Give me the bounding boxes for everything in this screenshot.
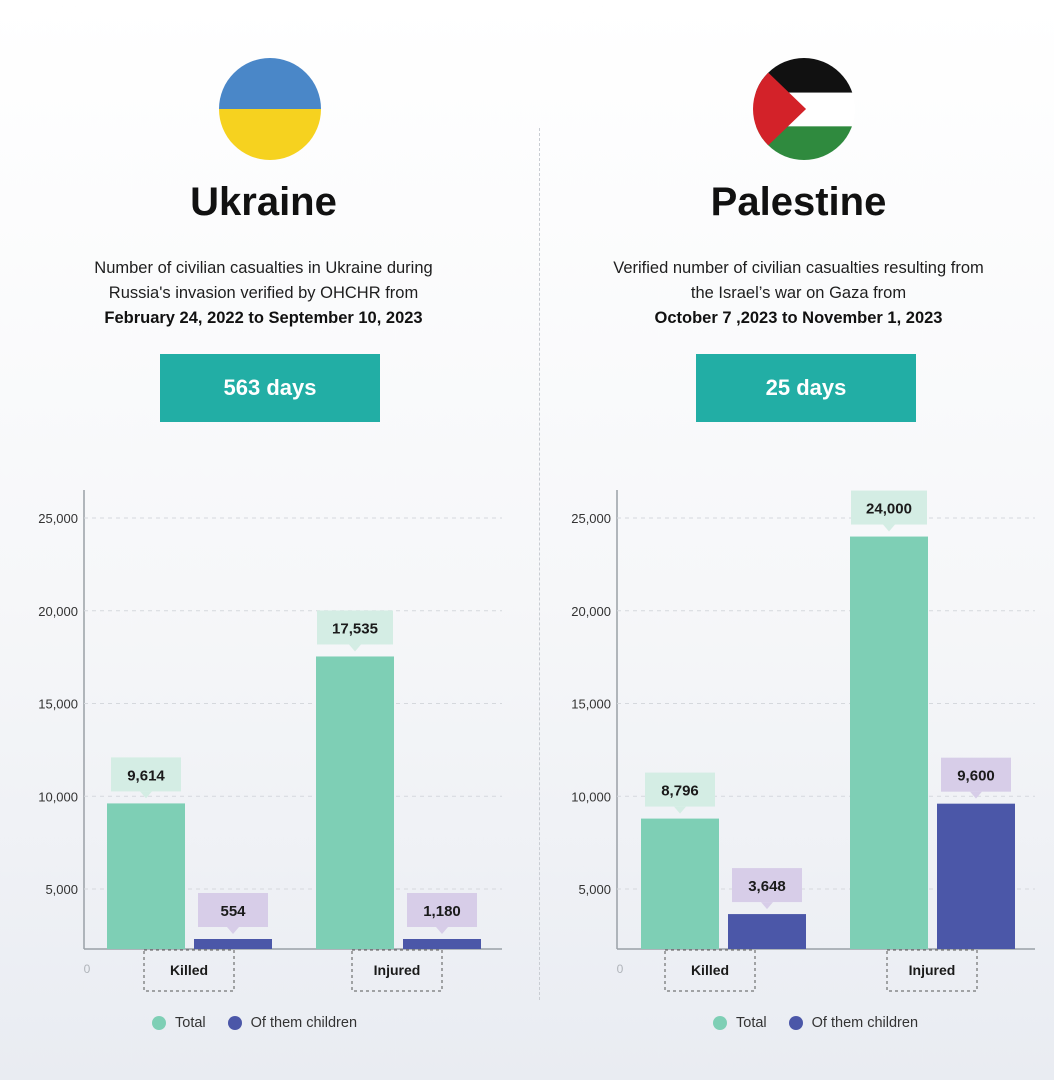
data-label: 17,535	[332, 620, 378, 637]
palestine-flag-icon	[753, 58, 855, 160]
value-callout: 17,535	[317, 610, 393, 652]
y-tick-label: 25,000	[571, 511, 611, 526]
category-label: Killed	[691, 962, 729, 978]
chart-legend: Total Of them children	[152, 1015, 379, 1031]
ukraine-panel: Ukraine Number of civilian casualties in…	[20, 58, 507, 1031]
subtitle-line-2: Russia's invasion verified by OHCHR from	[108, 284, 419, 302]
callout-pointer	[674, 806, 686, 814]
legend-label: Of them children	[811, 1015, 919, 1031]
callout-box	[645, 772, 715, 807]
callout-box	[111, 757, 181, 792]
category-box	[351, 949, 443, 992]
legend-label: Total	[736, 1015, 767, 1031]
date-range: February 24, 2022 to September 10, 2023	[104, 309, 423, 327]
category-box	[664, 949, 756, 992]
y-tick-label: 15,000	[38, 697, 78, 712]
bar-of-them-children	[194, 939, 272, 949]
bar-total	[850, 536, 928, 949]
y-tick-label: 15,000	[571, 697, 611, 712]
y-tick-label: 20,000	[38, 604, 78, 619]
children-swatch-icon	[788, 1016, 803, 1030]
y-tick-label: 0	[617, 962, 624, 976]
callout-box	[198, 893, 268, 927]
value-callout: 24,000	[851, 490, 927, 532]
data-label: 8,796	[661, 783, 699, 800]
category-label: Injured	[374, 962, 421, 978]
chart-legend: Total Of them children	[713, 1015, 940, 1031]
subtitle-line-2: the Israel’s war on Gaza from	[690, 284, 907, 302]
legend-item-children: Of them children	[227, 1015, 358, 1031]
y-tick-label: 5,000	[45, 882, 78, 897]
callout-pointer	[970, 791, 982, 799]
callout-pointer	[227, 927, 239, 934]
legend-item-total: Total	[713, 1015, 767, 1031]
callout-pointer	[349, 644, 361, 652]
data-label: 9,600	[957, 768, 995, 785]
y-tick-label: 10,000	[571, 789, 611, 804]
palestine-bar-chart: 0 5,000 10,000 15,000 20,000 25,000 8,796 24,00…	[571, 490, 1035, 992]
callout-pointer	[761, 902, 773, 910]
category-box	[143, 949, 235, 992]
bar-of-them-children	[403, 939, 481, 949]
callout-box	[732, 868, 802, 903]
legend-item-total: Total	[152, 1015, 206, 1031]
bar-of-them-children	[728, 914, 806, 949]
date-range: October 7 ,2023 to November 1, 2023	[654, 309, 943, 327]
y-tick-label: 5,000	[578, 882, 611, 897]
bar-total	[641, 818, 719, 949]
callout-pointer	[436, 927, 448, 934]
chart-subtitle: Verified number of civilian casualties r…	[555, 256, 1042, 331]
data-label: 24,000	[866, 501, 912, 518]
callout-box	[317, 610, 393, 645]
y-tick-label: 10,000	[38, 789, 78, 804]
y-tick-label: 0	[84, 962, 91, 976]
bar-total	[316, 656, 394, 949]
category-box	[886, 949, 978, 992]
palestine-panel: Palestine Verified number of civilian ca…	[535, 0, 1054, 1080]
bar-total	[107, 803, 185, 949]
legend-label: Of them children	[250, 1015, 358, 1031]
bar-of-them-children	[937, 803, 1015, 949]
callout-box	[407, 893, 477, 927]
legend-label: Total	[175, 1015, 206, 1031]
data-label: 1,180	[423, 903, 461, 920]
ukraine-flag-icon	[219, 58, 321, 160]
children-swatch-icon	[227, 1016, 242, 1030]
category-label: Killed	[170, 962, 208, 978]
total-swatch-icon	[152, 1016, 166, 1030]
duration-badge: 25 days	[696, 354, 916, 422]
data-label: 3,648	[748, 878, 786, 895]
data-label: 9,614	[127, 767, 165, 784]
ukraine-bar-chart: 0 5,000 10,000 15,000 20,000 25,000 9,614 17,53…	[38, 490, 502, 992]
value-callout: 554	[198, 893, 268, 934]
panel-divider	[539, 128, 540, 1000]
category-label: Injured	[909, 962, 956, 978]
country-title: Ukraine	[190, 180, 337, 224]
subtitle-line-1: Number of civilian casualties in Ukraine…	[94, 259, 433, 277]
y-tick-label: 25,000	[38, 511, 78, 526]
total-swatch-icon	[713, 1016, 727, 1030]
callout-box	[941, 757, 1011, 792]
legend-item-children: Of them children	[788, 1015, 919, 1031]
callout-pointer	[140, 791, 152, 799]
chart-subtitle: Number of civilian casualties in Ukraine…	[20, 256, 507, 331]
country-title: Palestine	[710, 180, 887, 224]
callout-box	[851, 490, 927, 525]
callout-pointer	[883, 524, 895, 532]
data-label: 554	[220, 903, 246, 920]
y-tick-label: 20,000	[571, 604, 611, 619]
value-callout: 9,614	[111, 757, 181, 799]
value-callout: 1,180	[407, 893, 477, 934]
value-callout: 9,600	[941, 757, 1011, 799]
duration-badge: 563 days	[160, 354, 380, 422]
value-callout: 3,648	[732, 868, 802, 910]
value-callout: 8,796	[645, 772, 715, 814]
subtitle-line-1: Verified number of civilian casualties r…	[613, 259, 984, 277]
